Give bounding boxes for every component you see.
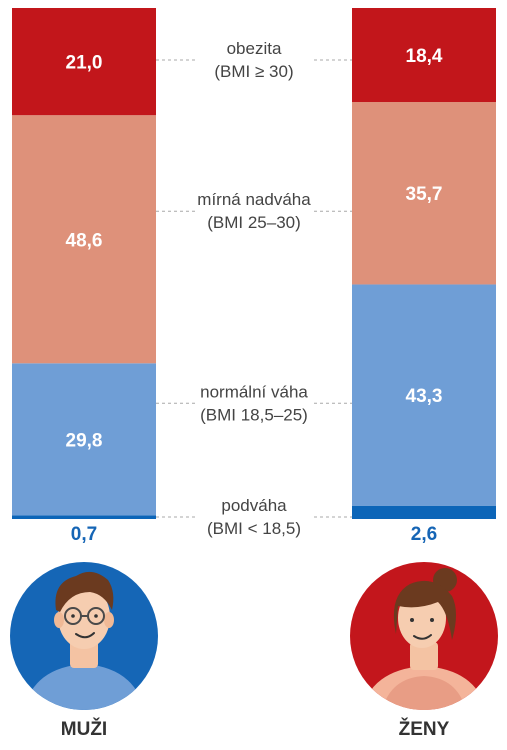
women-group-label: ŽENY xyxy=(399,718,450,740)
leader-lines xyxy=(156,59,352,518)
category-name-1: normální váha xyxy=(200,382,308,401)
category-range-1: (BMI 18,5–25) xyxy=(200,405,308,424)
bar-segment-women-0 xyxy=(352,505,496,519)
value-label-women-3: 18,4 xyxy=(406,46,443,67)
category-name-3: obezita xyxy=(227,39,282,58)
value-label-men-1: 29,8 xyxy=(66,430,103,451)
bar-segment-women-3 xyxy=(352,8,496,103)
bar-segment-men-0 xyxy=(12,515,156,519)
value-label-women-1: 43,3 xyxy=(406,386,443,407)
stacked-bars xyxy=(12,8,496,519)
man-avatar-icon xyxy=(10,562,158,710)
bar-segment-men-1 xyxy=(12,363,156,516)
bar-segment-women-1 xyxy=(352,284,496,506)
men-group-label: MUŽI xyxy=(61,718,107,740)
bar-segment-men-2 xyxy=(12,115,156,364)
category-range-2: (BMI 25–30) xyxy=(207,213,301,232)
value-label-women-0: 2,6 xyxy=(411,524,437,545)
value-label-women-2: 35,7 xyxy=(406,184,443,205)
bar-segment-women-2 xyxy=(352,102,496,285)
category-name-2: mírná nadváha xyxy=(197,190,311,209)
category-range-0: (BMI < 18,5) xyxy=(207,519,301,538)
woman-avatar-icon xyxy=(350,562,498,710)
category-name-0: podváha xyxy=(221,496,287,515)
category-labels: podváha (BMI < 18,5) normální váha (BMI 18,… xyxy=(197,39,311,538)
value-label-men-0: 0,7 xyxy=(71,524,97,545)
bar-segment-men-3 xyxy=(12,8,156,116)
segment-labels: 0,7 29,8 48,6 21,0 2,6 43,3 35,7 18,4 xyxy=(66,46,443,545)
value-label-men-2: 48,6 xyxy=(66,230,103,251)
category-range-3: (BMI ≥ 30) xyxy=(214,62,293,81)
value-label-men-3: 21,0 xyxy=(66,53,103,74)
